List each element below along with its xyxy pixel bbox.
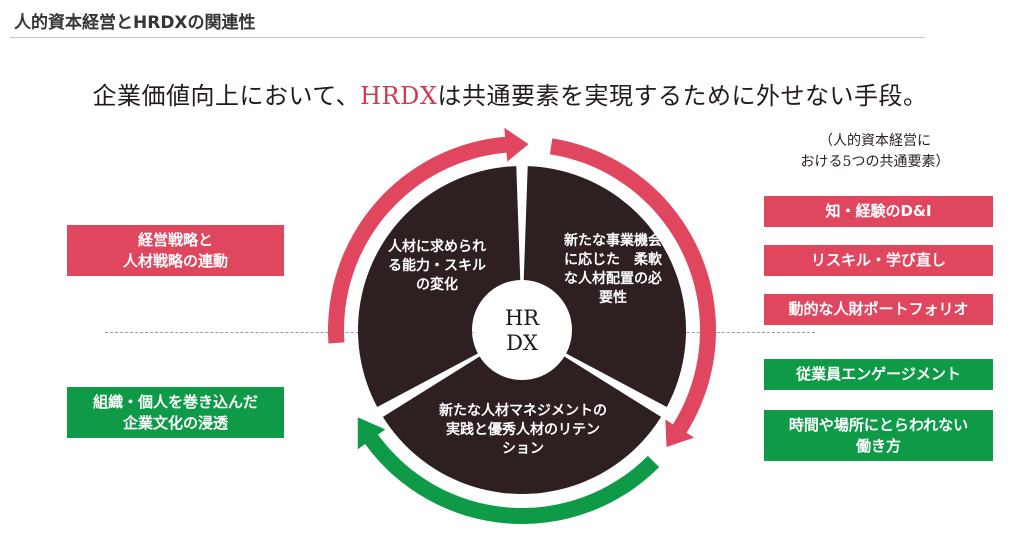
right-box-engagement-label: 従業員エンゲージメント xyxy=(796,365,961,383)
right-box-workstyle: 時間や場所にとらわれない 働き方 xyxy=(764,410,993,461)
page-title: 人的資本経営とHRDXの関連性 xyxy=(14,13,256,33)
segment-placement-line4: 要性 xyxy=(599,290,627,306)
note-line-1: （人的資本経営に xyxy=(819,133,931,149)
left-box-strategy-line1: 経営戦略と xyxy=(137,230,213,249)
headline-accent: HRDX xyxy=(360,82,438,110)
hub-label: HR DX xyxy=(492,306,552,356)
note-line-2: おける5つの共通要素） xyxy=(800,154,950,170)
segment-skills-text: 人材に求められ る能力・スキル の変化 xyxy=(362,238,512,295)
hub-label-line2: DX xyxy=(506,331,538,355)
left-box-culture: 組織・個人を巻き込んだ 企業文化の浸透 xyxy=(67,387,284,438)
segment-skills-line2: る能力・スキル xyxy=(388,258,486,274)
right-box-portfolio: 動的な人財ポートフォリオ xyxy=(764,294,993,325)
left-box-culture-line2: 企業文化の浸透 xyxy=(122,413,228,432)
segment-skills-line1: 人材に求められ xyxy=(388,239,486,255)
right-box-workstyle-line2: 働き方 xyxy=(855,436,901,455)
common-elements-note: （人的資本経営に おける5つの共通要素） xyxy=(770,131,980,173)
header-divider xyxy=(10,37,925,38)
segment-management xyxy=(382,356,662,495)
segment-placement-text: 新たな事業機会 に応じた 柔軟 な人材配置の必 要性 xyxy=(538,232,688,308)
segment-skills xyxy=(358,166,521,407)
segment-skills-line3: の変化 xyxy=(416,277,458,293)
right-box-engagement: 従業員エンゲージメント xyxy=(764,359,993,390)
headline-after: は共通要素を実現するために外せない手段。 xyxy=(437,82,928,110)
hub-label-line1: HR xyxy=(504,306,540,330)
left-box-strategy: 経営戦略と 人材戦略の連動 xyxy=(67,225,284,276)
arrow-red-left xyxy=(327,127,529,344)
right-box-portfolio-label: 動的な人財ポートフォリオ xyxy=(788,300,969,318)
segment-placement xyxy=(523,166,686,407)
segment-placement-line1: 新たな事業機会 xyxy=(564,233,662,249)
segment-placement-line3: な人材配置の必 xyxy=(564,271,662,287)
left-box-strategy-line2: 人材戦略の連動 xyxy=(122,251,228,270)
right-box-reskill-label: リスキル・学び直し xyxy=(810,251,946,269)
right-box-di-label: 知・経験のD&I xyxy=(825,202,932,220)
right-box-reskill: リスキル・学び直し xyxy=(764,245,993,276)
segment-management-line1: 新たな人材マネジメントの xyxy=(439,403,607,419)
segment-management-line3: ション xyxy=(502,441,544,457)
arrow-red-right xyxy=(549,138,716,448)
segment-placement-line2: に応じた 柔軟 xyxy=(564,252,662,268)
headline-before: 企業価値向上において、 xyxy=(92,82,361,110)
segment-management-line2: 実践と優秀人材のリテン xyxy=(446,422,600,438)
right-box-workstyle-line1: 時間や場所にとらわれない xyxy=(788,415,969,434)
segment-management-text: 新たな人材マネジメントの 実践と優秀人材のリテン ション xyxy=(418,402,628,459)
arrow-green-bottom xyxy=(357,417,660,525)
hub-circle xyxy=(473,281,571,379)
left-box-culture-line1: 組織・個人を巻き込んだ xyxy=(92,392,258,411)
right-box-di: 知・経験のD&I xyxy=(764,196,993,227)
headline: 企業価値向上において、HRDXは共通要素を実現するために外せない手段。 xyxy=(0,76,1020,111)
